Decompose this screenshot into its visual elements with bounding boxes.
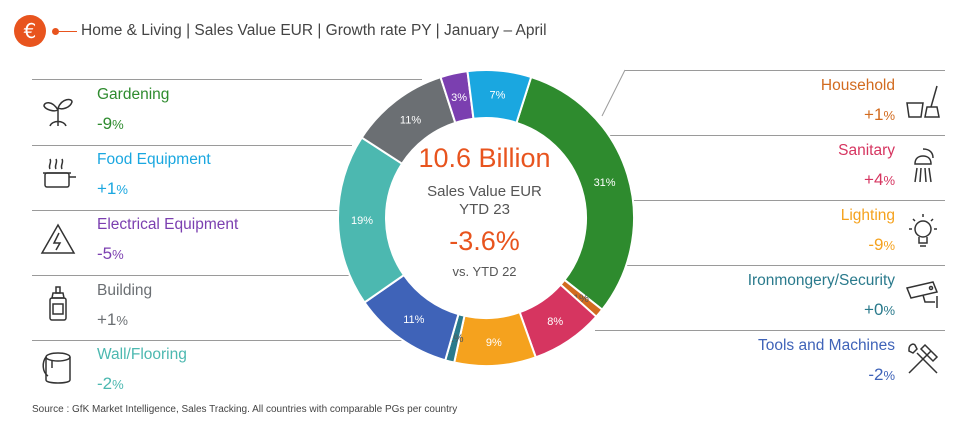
page-title: Home & Living | Sales Value EUR | Growth… [81, 22, 547, 39]
slice-label-electrical-equipment: 3% [451, 92, 467, 104]
category-ironmongery-security: Ironmongery/Security +0% [640, 268, 945, 332]
category-name: Sanitary [838, 142, 895, 159]
paint-bucket-icon [42, 352, 71, 384]
high-voltage-icon [40, 223, 76, 254]
slice-label-sanitary: 8% [547, 316, 563, 328]
category-name: Gardening [97, 86, 170, 103]
category-growth: +0% [864, 300, 895, 319]
header-connector [59, 30, 77, 32]
total-growth-value: -3.6% [449, 226, 520, 256]
category-wall-flooring: Wall/Flooring -2% [32, 342, 332, 406]
header: € Home & Living | Sales Value EUR | Grow… [14, 14, 547, 48]
category-household: Household +1% [640, 73, 945, 137]
slice-label-wall-flooring: 19% [351, 215, 373, 227]
divider [625, 265, 945, 266]
ytd-label: YTD 23 [459, 201, 510, 218]
category-growth: -5% [97, 244, 124, 263]
category-gardening: Gardening -9% [32, 82, 332, 146]
divider [32, 79, 422, 80]
comparison-label: vs. YTD 22 [452, 264, 517, 279]
category-name: Ironmongery/Security [747, 272, 895, 289]
category-growth: +1% [864, 105, 895, 124]
source-note: Source : GfK Market Intelligence, Sales … [32, 404, 458, 415]
category-sanitary: Sanitary +4% [640, 138, 945, 202]
category-food-equipment: Food Equipment +1% [32, 147, 332, 211]
slice-label-lighting: 9% [486, 337, 502, 349]
broom-bucket-icon [906, 85, 940, 118]
security-camera-icon [905, 281, 939, 308]
category-growth: -2% [868, 365, 895, 384]
divider [595, 330, 945, 331]
category-name: Tools and Machines [758, 337, 895, 354]
category-growth: +4% [864, 170, 895, 189]
glue-bottle-icon [49, 286, 67, 321]
category-name: Lighting [840, 207, 895, 224]
category-electrical-equipment: Electrical Equipment -5% [32, 212, 332, 276]
category-name: Household [820, 77, 895, 94]
category-growth: -9% [97, 114, 124, 133]
divider [625, 70, 945, 71]
category-growth: -2% [97, 374, 124, 393]
category-name: Building [97, 282, 153, 299]
lightbulb-icon [909, 214, 937, 247]
divider [32, 145, 352, 146]
divider [32, 275, 357, 276]
divider [610, 135, 945, 136]
category-building: Building +1% [32, 278, 332, 342]
slice-label-food-equipment: 7% [489, 90, 505, 102]
category-name: Wall/Flooring [97, 346, 187, 363]
slice-label-gardening: 31% [594, 177, 616, 189]
shower-icon [914, 148, 934, 183]
category-name: Electrical Equipment [97, 216, 239, 233]
slice-food-equipment [466, 69, 533, 125]
divider [32, 340, 410, 341]
category-growth: -9% [868, 235, 895, 254]
cooking-pot-icon [43, 158, 76, 188]
sales-value-label: Sales Value EUR [427, 183, 542, 200]
hammer-wrench-icon [908, 343, 939, 374]
total-sales-value: 10.6 Billion [418, 143, 551, 173]
divider [630, 200, 945, 201]
slice-gardening [515, 75, 635, 312]
category-tools-machines: Tools and Machines -2% [640, 333, 945, 397]
category-growth: +1% [97, 179, 128, 198]
seedling-icon [43, 98, 73, 127]
category-lighting: Lighting -9% [640, 203, 945, 267]
donut-chart: 31%1%8%9%1%11%19%11%3% 7% [337, 69, 635, 367]
category-name: Food Equipment [97, 151, 211, 168]
divider [32, 210, 342, 211]
header-dot [52, 27, 59, 35]
slice-label-tools-and-machines: 11% [403, 314, 424, 326]
slice-label-building: 11% [400, 115, 421, 127]
category-growth: +1% [97, 310, 128, 329]
euro-icon: € [14, 15, 46, 47]
